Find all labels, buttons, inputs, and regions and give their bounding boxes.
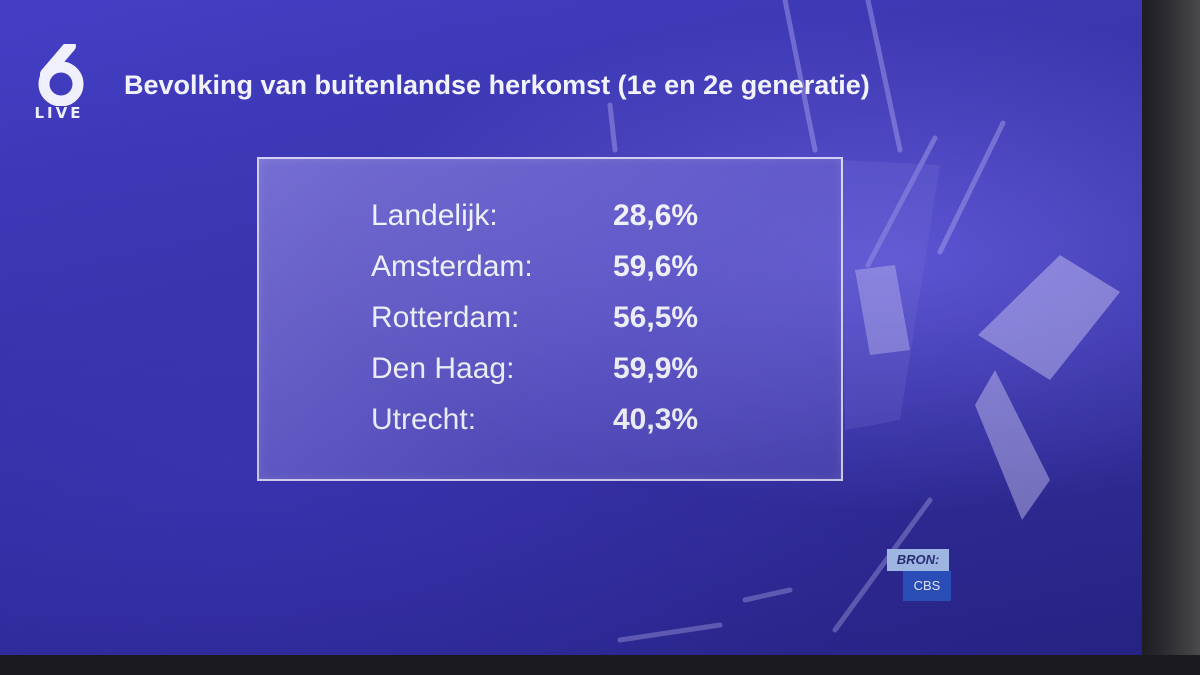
chart-title: Bevolking van buitenlandse herkomst (1e … [124, 70, 870, 100]
data-panel: Landelijk: 28,6% Amsterdam: 59,6% Rotter… [257, 157, 843, 481]
row-value: 28,6% [613, 199, 699, 232]
row-value: 40,3% [613, 403, 699, 436]
table-row: Amsterdam: 59,6% [371, 250, 751, 301]
table-row: Den Haag: 59,9% [371, 352, 751, 403]
row-value: 56,5% [613, 301, 699, 334]
data-rows: Landelijk: 28,6% Amsterdam: 59,6% Rotter… [371, 199, 751, 454]
row-label: Rotterdam: [371, 301, 520, 334]
source-value: CBS [903, 571, 951, 601]
source-badge: BRON: CBS [887, 549, 951, 601]
six-logo-icon [38, 44, 84, 106]
row-value: 59,6% [613, 250, 699, 283]
channel-logo: LIVE [26, 44, 96, 124]
logo-live-text: LIVE [34, 104, 84, 122]
table-row: Rotterdam: 56,5% [371, 301, 751, 352]
row-label: Amsterdam: [371, 250, 533, 283]
tv-bezel-right [1142, 0, 1200, 675]
row-label: Den Haag: [371, 352, 515, 385]
row-value: 59,9% [613, 352, 699, 385]
tv-screen: LIVE Bevolking van buitenlandse herkomst… [0, 0, 1142, 655]
table-row: Utrecht: 40,3% [371, 403, 751, 454]
source-label: BRON: [887, 549, 949, 571]
row-label: Utrecht: [371, 403, 477, 436]
row-label: Landelijk: [371, 199, 498, 232]
tv-bezel-bottom [0, 655, 1200, 675]
table-row: Landelijk: 28,6% [371, 199, 751, 250]
background-decoration [607, 0, 1120, 643]
